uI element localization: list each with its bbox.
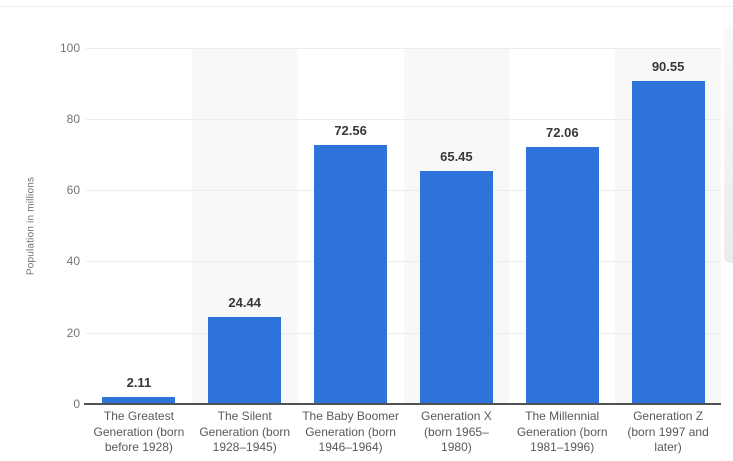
gridline (86, 47, 721, 49)
top-border-divider (0, 6, 733, 7)
gridline (86, 332, 721, 334)
bar[interactable] (102, 396, 176, 404)
bar-value-label: 65.45 (440, 148, 473, 164)
x-axis-category-label: The Silent Generation (born 1928–1945) (199, 409, 291, 454)
y-tick-label: 40 (66, 254, 80, 269)
y-tick-label: 60 (66, 183, 80, 198)
x-axis-category-label: Generation X (born 1965– 1980) (421, 409, 492, 454)
bar-value-label: 72.56 (334, 123, 367, 139)
y-tick-label: 100 (59, 40, 80, 55)
gridline (86, 261, 721, 263)
bar-value-label: 90.55 (651, 59, 685, 75)
x-axis-line (84, 403, 721, 405)
gridline (86, 190, 721, 192)
bar-value-label: 72.06 (546, 125, 579, 141)
x-axis-category-label: The Baby Boomer Generation (born 1946–19… (302, 409, 399, 454)
gridline (86, 118, 721, 120)
bar[interactable] (525, 147, 599, 404)
x-axis-category-label: The Millennial Generation (born 1981–199… (516, 409, 608, 454)
bar[interactable] (631, 81, 705, 404)
y-tick-label: 0 (73, 397, 80, 411)
bar[interactable] (419, 170, 493, 404)
bar-value-label: 2.11 (126, 374, 152, 390)
x-axis-category-label: The Greatest Generation (born before 192… (93, 409, 185, 454)
y-tick-label: 20 (66, 325, 80, 340)
y-tick-label: 80 (66, 111, 80, 126)
bar[interactable] (314, 145, 388, 404)
bar[interactable] (208, 316, 282, 404)
bar-value-label: 24.44 (228, 294, 261, 310)
x-axis-category-label: Generation Z (born 1997 and later) (627, 409, 709, 454)
scrollbar-thumb[interactable] (724, 25, 733, 263)
